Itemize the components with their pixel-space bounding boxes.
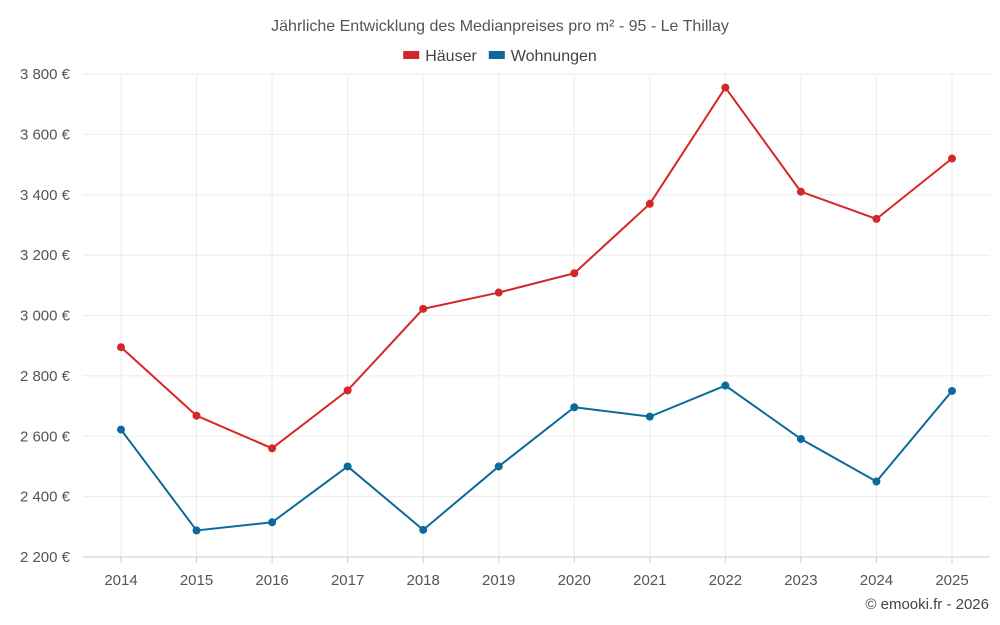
x-tick-label: 2023 xyxy=(784,572,817,589)
x-tick-label: 2022 xyxy=(709,572,742,589)
y-tick-label: 3 800 € xyxy=(20,66,71,83)
y-tick-label: 2 200 € xyxy=(20,549,71,566)
x-tick-label: 2014 xyxy=(104,572,137,589)
y-tick-label: 3 400 € xyxy=(20,187,71,204)
data-point-haeuser[interactable] xyxy=(948,154,956,163)
data-point-wohnungen[interactable] xyxy=(117,425,125,434)
series-layer xyxy=(117,83,956,535)
x-tick-label: 2024 xyxy=(860,572,893,589)
data-point-wohnungen[interactable] xyxy=(192,526,201,535)
chart-title: Jährliche Entwicklung des Medianpreises … xyxy=(271,18,729,35)
data-point-haeuser[interactable] xyxy=(494,288,503,297)
data-point-haeuser[interactable] xyxy=(192,411,201,420)
data-point-haeuser[interactable] xyxy=(419,304,428,313)
y-tick-label: 3 000 € xyxy=(20,308,71,325)
legend-swatch xyxy=(403,51,420,59)
x-tick-label: 2021 xyxy=(633,572,666,589)
y-axis: 2 200 € 2 400 € 2 600 € 2 800 € 3 000 € 3 200… xyxy=(20,66,71,566)
x-tick-label: 2017 xyxy=(331,572,364,589)
data-point-haeuser[interactable] xyxy=(268,444,277,453)
legend-item-wohnungen[interactable]: Wohnungen xyxy=(488,48,597,65)
data-point-haeuser[interactable] xyxy=(721,83,730,92)
legend-label: Häuser xyxy=(425,48,477,65)
data-point-wohnungen[interactable] xyxy=(721,381,730,390)
x-tick-label: 2018 xyxy=(406,572,439,589)
x-tick-label: 2019 xyxy=(482,572,515,589)
data-point-haeuser[interactable] xyxy=(117,343,125,352)
data-point-wohnungen[interactable] xyxy=(570,403,579,412)
y-tick-label: 3 600 € xyxy=(20,126,71,143)
y-tick-label: 2 400 € xyxy=(20,489,71,506)
series-line-haeuser xyxy=(120,86,953,450)
data-point-wohnungen[interactable] xyxy=(645,412,654,421)
x-tick-label: 2016 xyxy=(255,572,288,589)
series-line-wohnungen xyxy=(120,384,953,532)
data-point-haeuser[interactable] xyxy=(343,386,352,395)
data-point-wohnungen[interactable] xyxy=(268,518,277,527)
y-tick-label: 3 200 € xyxy=(20,247,71,264)
data-point-haeuser[interactable] xyxy=(645,199,654,208)
data-point-haeuser[interactable] xyxy=(796,187,805,196)
y-tick-label: 2 800 € xyxy=(20,368,71,385)
data-point-haeuser[interactable] xyxy=(570,269,579,278)
data-point-wohnungen[interactable] xyxy=(494,462,503,471)
y-tick-label: 2 600 € xyxy=(20,428,71,445)
legend-label: Wohnungen xyxy=(511,48,597,65)
legend-swatch xyxy=(488,51,505,59)
data-point-wohnungen[interactable] xyxy=(419,525,428,534)
grid xyxy=(83,73,990,558)
data-point-wohnungen[interactable] xyxy=(343,462,352,471)
x-tick-label: 2015 xyxy=(180,572,213,589)
data-point-haeuser[interactable] xyxy=(872,214,881,223)
legend[interactable]: Häuser Wohnungen xyxy=(403,48,597,65)
data-point-wohnungen[interactable] xyxy=(796,434,805,443)
x-axis: 2014 2015 2016 2017 2018 2019 2020 2021 2022 2023… xyxy=(83,556,990,589)
data-point-wohnungen[interactable] xyxy=(948,386,956,395)
x-tick-label: 2025 xyxy=(935,572,968,589)
x-tick-label: 2020 xyxy=(558,572,591,589)
data-point-wohnungen[interactable] xyxy=(872,477,881,486)
legend-item-haeuser[interactable]: Häuser xyxy=(403,48,477,65)
copyright-credit: © emooki.fr - 2026 xyxy=(865,596,989,613)
